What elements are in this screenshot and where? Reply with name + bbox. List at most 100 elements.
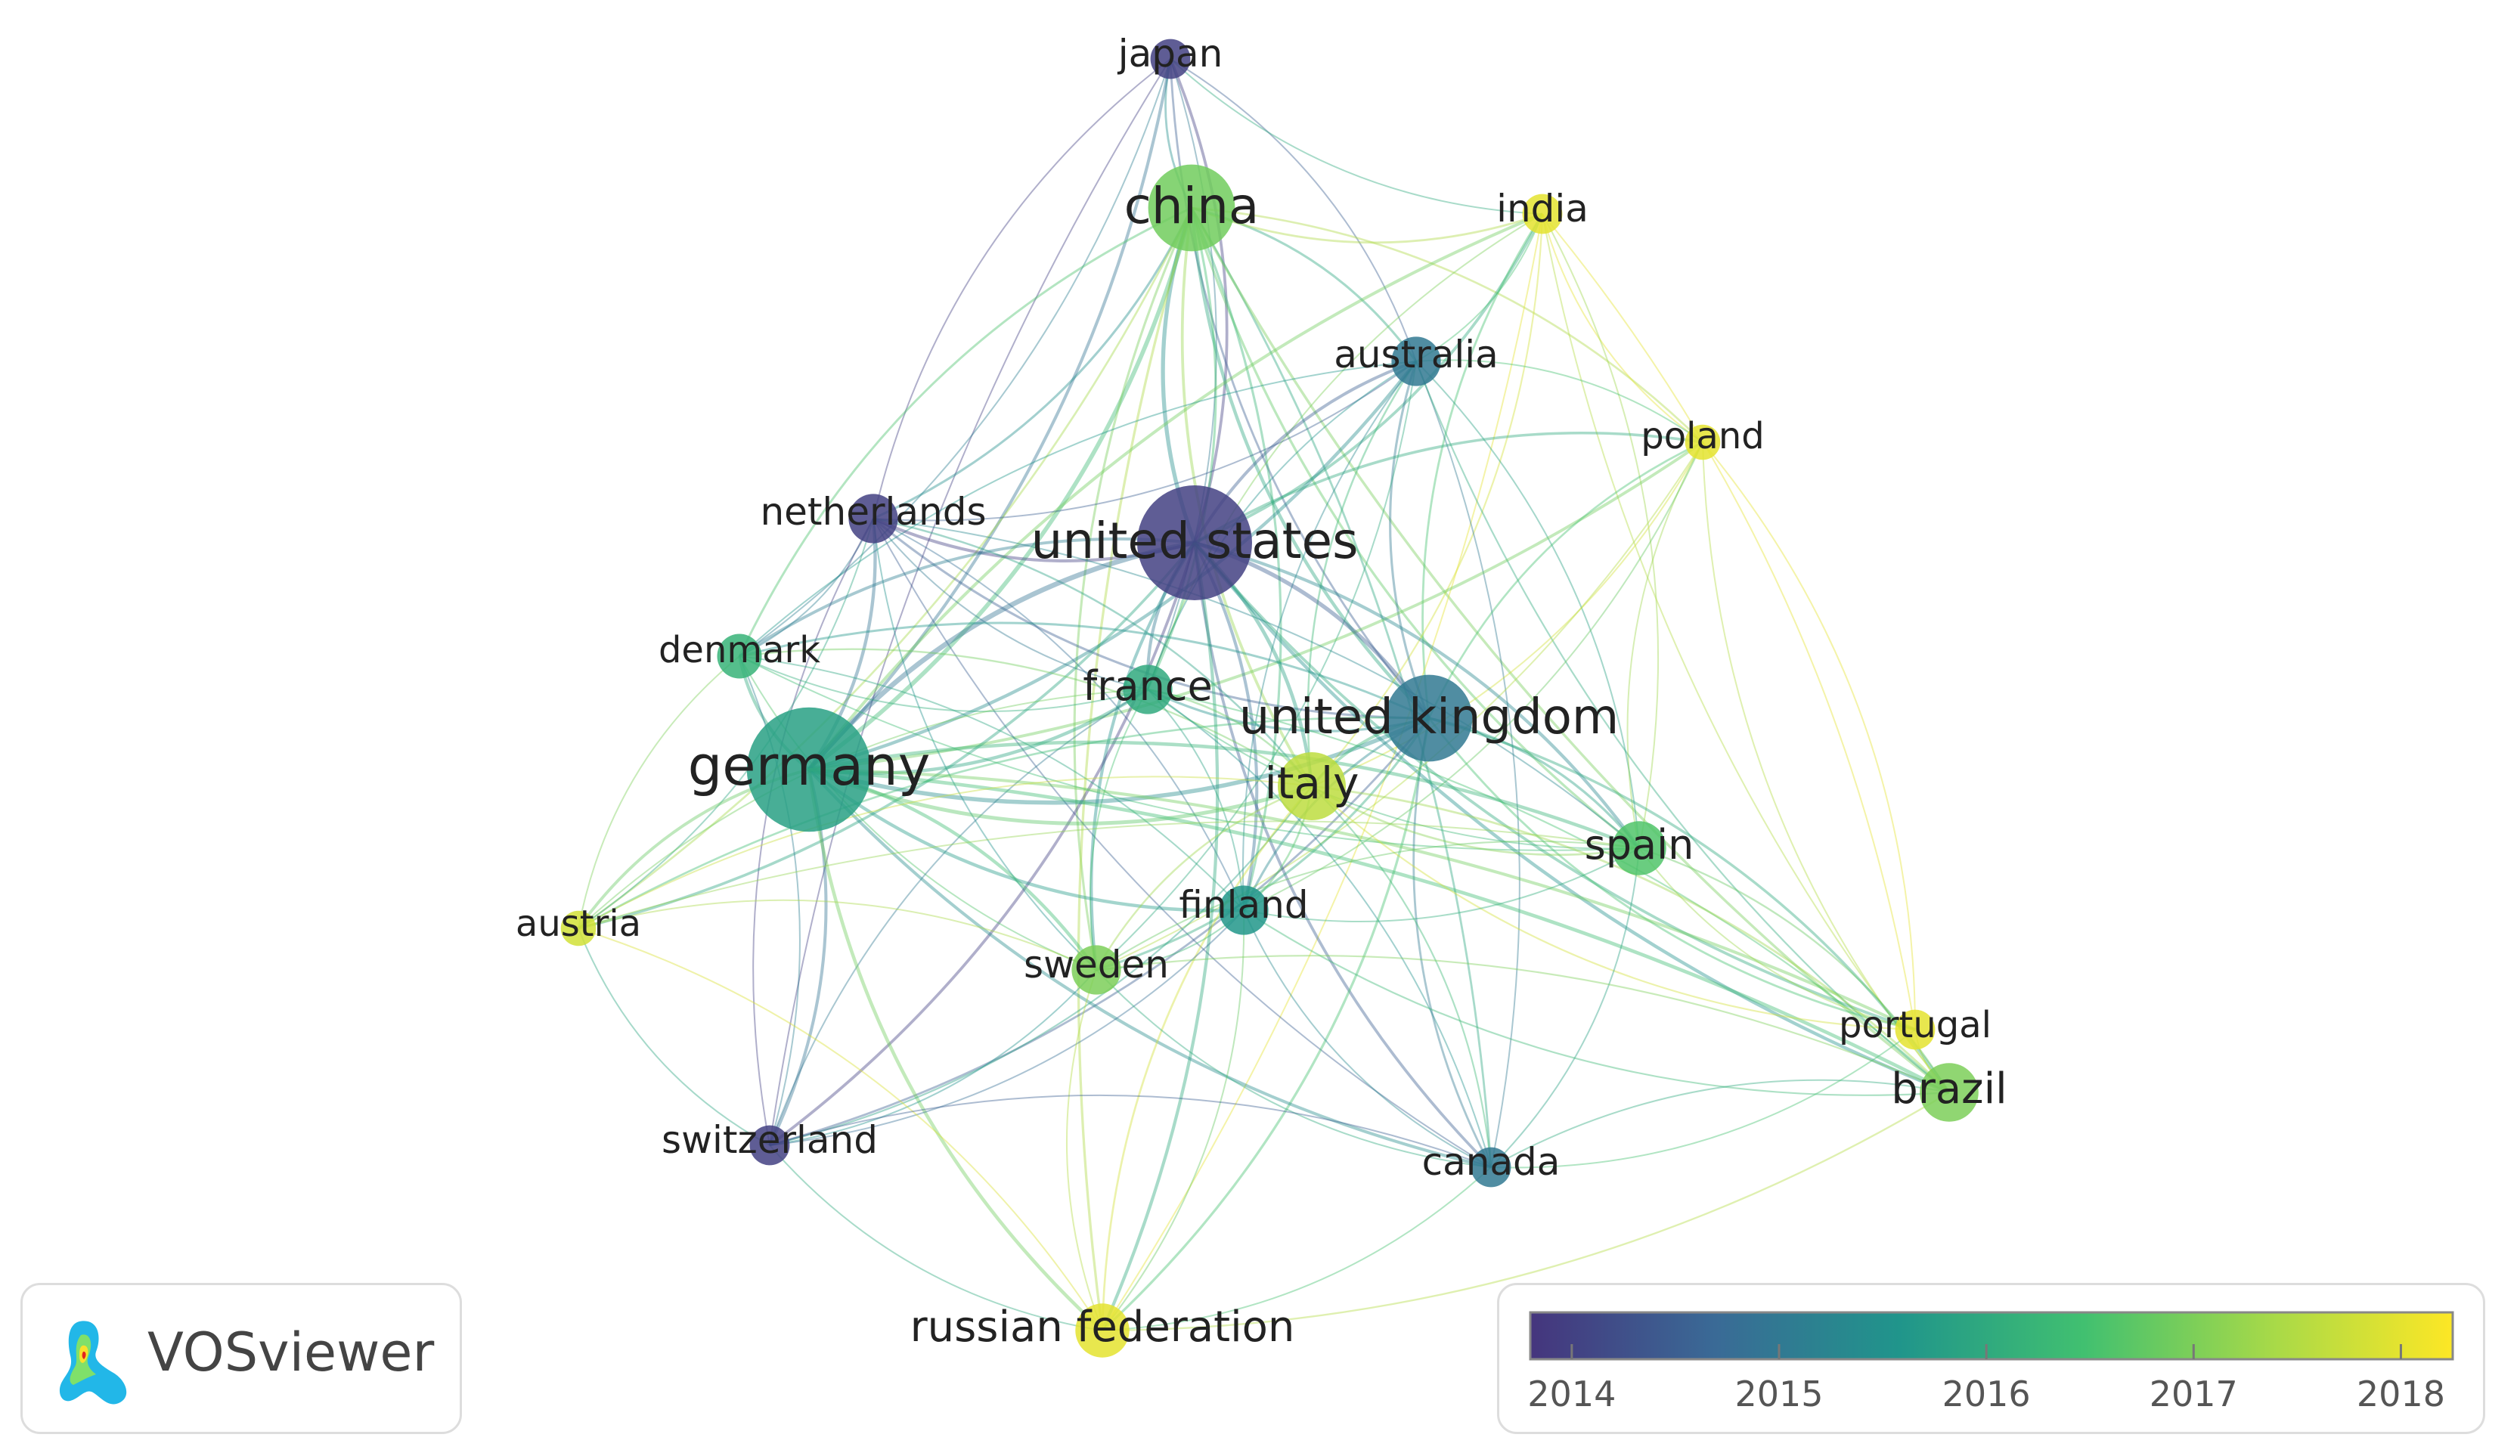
link-sweden-austria	[578, 899, 1097, 971]
link-united-kingdom-portugal	[1427, 717, 1916, 1031]
node-netherlands[interactable]	[848, 494, 898, 544]
link-finland-russian-federation	[1102, 909, 1245, 1331]
link-germany-finland	[807, 768, 1245, 912]
link-netherlands-sweden	[873, 518, 1097, 971]
link-united-states-sweden	[1090, 541, 1196, 971]
node-germany[interactable]	[746, 707, 872, 832]
node-poland[interactable]	[1685, 424, 1721, 460]
link-austria-switzerland	[578, 928, 770, 1146]
link-japan-germany	[807, 58, 1172, 771]
link-united-states-canada	[1193, 542, 1492, 1169]
node-italy[interactable]	[1278, 752, 1346, 820]
link-united-states-russian-federation	[1101, 542, 1220, 1331]
legend-tick-label: 2014	[1527, 1374, 1616, 1414]
node-india[interactable]	[1522, 194, 1563, 234]
link-australia-spain	[1415, 361, 1641, 849]
node-label-italy[interactable]: italy	[1265, 757, 1359, 809]
node-portugal[interactable]	[1895, 1009, 1936, 1050]
link-sweden-canada	[1096, 969, 1492, 1168]
node-label-austria[interactable]: austria	[516, 903, 641, 945]
link-japan-united-states	[1169, 58, 1229, 544]
node-united-kingdom[interactable]	[1385, 674, 1473, 762]
link-china-austria	[578, 207, 1193, 930]
node-label-switzerland[interactable]: switzerland	[662, 1118, 878, 1162]
link-australia-finland	[1241, 361, 1417, 911]
link-united-kingdom-russian-federation	[1101, 717, 1430, 1332]
node-japan[interactable]	[1150, 39, 1191, 79]
link-india-portugal	[1542, 213, 1916, 1030]
vosviewer-brand-text: VOSviewer	[147, 1321, 435, 1383]
node-label-united-states[interactable]: united states	[1031, 512, 1359, 570]
link-finland-switzerland	[769, 909, 1245, 1146]
link-portugal-canada	[1490, 1029, 1916, 1169]
node-label-australia[interactable]: australia	[1334, 333, 1499, 376]
node-switzerland[interactable]	[749, 1125, 790, 1166]
node-label-finland[interactable]: finland	[1179, 883, 1308, 927]
link-netherlands-denmark	[739, 518, 874, 657]
node-label-denmark[interactable]: denmark	[659, 629, 820, 671]
node-label-spain[interactable]: spain	[1585, 821, 1694, 869]
node-label-united-kingdom[interactable]: united kingdom	[1239, 689, 1620, 745]
link-spain-finland	[1243, 847, 1640, 922]
link-spain-canada	[1490, 847, 1640, 1168]
link-netherlands-switzerland	[752, 518, 874, 1146]
link-denmark-united-kingdom	[739, 621, 1430, 720]
legend-tick-label: 2015	[1734, 1374, 1823, 1414]
link-netherlands-finland	[873, 518, 1245, 911]
node-sweden[interactable]	[1071, 945, 1121, 995]
link-china-canada	[1190, 207, 1492, 1168]
node-layer	[560, 39, 1979, 1358]
link-australia-poland	[1415, 359, 1703, 443]
link-denmark-austria	[578, 655, 740, 929]
link-netherlands-france	[873, 518, 1148, 690]
node-label-portugal[interactable]: portugal	[1839, 1004, 1992, 1046]
node-label-france[interactable]: france	[1083, 662, 1212, 710]
link-italy-spain	[1311, 785, 1640, 857]
node-label-germany[interactable]: germany	[688, 734, 931, 798]
node-label-russian-federation[interactable]: russian federation	[910, 1303, 1295, 1352]
link-sweden-switzerland	[769, 969, 1097, 1146]
node-austria[interactable]	[560, 910, 597, 946]
link-germany-russian-federation	[807, 769, 1104, 1332]
node-label-japan[interactable]: japan	[1117, 32, 1223, 76]
link-austria-russian-federation	[578, 928, 1103, 1331]
link-china-india	[1191, 206, 1543, 244]
link-poland-germany	[808, 441, 1704, 771]
legend-tick-label: 2016	[1942, 1374, 2031, 1414]
node-label-china[interactable]: china	[1124, 177, 1260, 235]
node-label-sweden[interactable]: sweden	[1024, 943, 1169, 987]
node-finland[interactable]	[1219, 885, 1269, 935]
link-china-france	[1146, 207, 1217, 690]
node-russian-federation[interactable]	[1075, 1303, 1130, 1358]
node-spain[interactable]	[1612, 821, 1666, 875]
node-brazil[interactable]	[1920, 1063, 1979, 1122]
link-poland-united-kingdom	[1427, 441, 1703, 719]
link-united-states-germany	[807, 540, 1195, 772]
node-label-netherlands[interactable]: netherlands	[760, 490, 986, 534]
link-india-united-states	[1194, 213, 1544, 544]
link-australia-germany	[808, 360, 1418, 772]
link-india-russian-federation	[1102, 213, 1543, 1331]
node-canada[interactable]	[1471, 1147, 1511, 1188]
link-poland-italy	[1311, 441, 1703, 787]
link-china-germany	[807, 207, 1194, 772]
node-label-poland[interactable]: poland	[1641, 415, 1764, 457]
link-spain-sweden	[1096, 840, 1640, 971]
node-label-india[interactable]: india	[1496, 187, 1589, 231]
link-united-states-spain	[1194, 541, 1641, 850]
node-label-brazil[interactable]: brazil	[1891, 1064, 2007, 1114]
link-poland-finland	[1243, 441, 1703, 911]
link-brazil-russian-federation	[1102, 1091, 1950, 1332]
link-poland-united-states	[1194, 431, 1703, 544]
link-canada-switzerland	[769, 1094, 1492, 1168]
node-france[interactable]	[1123, 664, 1173, 714]
link-india-australia	[1415, 213, 1543, 362]
node-united-states[interactable]	[1137, 485, 1252, 600]
node-label-canada[interactable]: canada	[1422, 1140, 1561, 1184]
link-united-kingdom-brazil	[1428, 717, 1951, 1093]
node-denmark[interactable]	[717, 634, 762, 679]
node-australia[interactable]	[1391, 336, 1441, 386]
node-china[interactable]	[1148, 164, 1235, 252]
